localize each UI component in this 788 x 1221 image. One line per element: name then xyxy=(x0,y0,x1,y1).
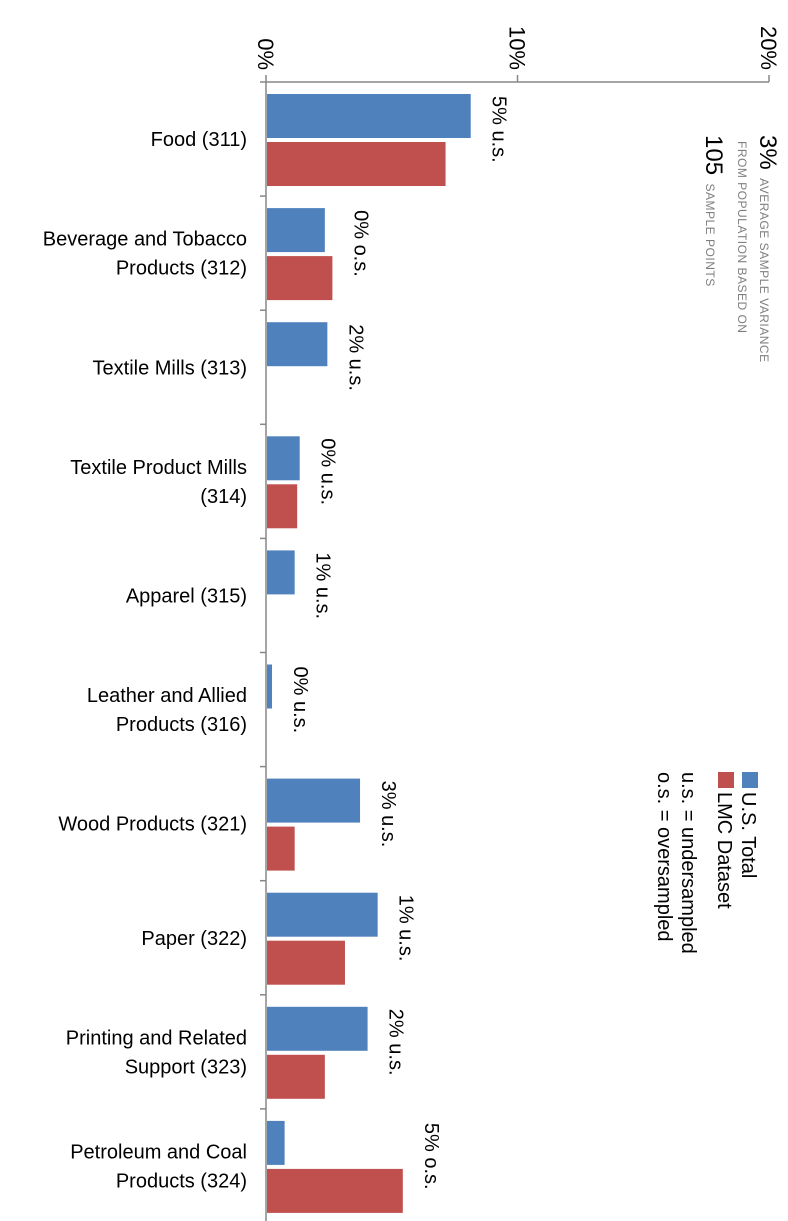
variance-value: 3% xyxy=(754,135,781,170)
svg-text:105 SAMPLE POINTS: 105 SAMPLE POINTS xyxy=(700,135,727,287)
category-label: Products (312) xyxy=(116,258,247,280)
category-label: Textile Product Mills xyxy=(70,457,247,479)
sample-text: SAMPLE POINTS xyxy=(703,184,717,287)
legend: U.S. Total LMC Dataset u.s. = undersampl… xyxy=(653,772,759,954)
summary-note: 3% AVERAGE SAMPLE VARIANCE FROM POPULATI… xyxy=(700,135,781,363)
category-label: Petroleum and Coal xyxy=(70,1141,247,1163)
bar-lmc-dataset xyxy=(267,1054,325,1099)
bar-us-total xyxy=(267,664,273,709)
bar-annotation: 5% o.s. xyxy=(420,1123,442,1190)
category-label: Textile Mills (313) xyxy=(93,357,247,379)
legend-swatch-lmc-dataset xyxy=(718,772,734,788)
bar-annotation: 3% u.s. xyxy=(377,781,399,848)
category-label: Products (316) xyxy=(116,714,247,736)
bar-annotation: 1% u.s. xyxy=(312,552,334,619)
bar-annotations: 5% u.s. 0% o.s. 2% u.s. 0% u.s. 1% u.s. 0% u.… xyxy=(289,96,510,1190)
bar-lmc-dataset xyxy=(267,256,333,301)
bar-us-total xyxy=(267,1120,285,1165)
bar-us-total xyxy=(267,550,295,595)
svg-text:3% AVERAGE SAMPLE VARIAN: 3% AVERAGE SAMPLE VARIANCE xyxy=(754,135,781,363)
category-label: Paper (322) xyxy=(141,928,247,950)
legend-label-lmc-dataset: LMC Dataset xyxy=(713,792,735,909)
category-label: Food (311) xyxy=(151,129,247,151)
bar-annotation: 2% u.s. xyxy=(344,324,366,391)
bar-lmc-dataset xyxy=(267,142,446,186)
bar-annotation: 1% u.s. xyxy=(395,895,417,962)
bar-lmc-dataset xyxy=(267,826,295,871)
bar-annotation: 0% u.s. xyxy=(317,438,339,505)
variance-text: AVERAGE SAMPLE VARIANCE xyxy=(757,178,771,362)
legend-swatch-us-total xyxy=(742,772,758,788)
bar-annotation: 2% u.s. xyxy=(385,1009,407,1076)
legend-label-us-total: U.S. Total xyxy=(737,792,759,878)
x-tick-label: 10% xyxy=(505,26,530,70)
category-labels: Food (311) Beverage and Tobacco Products (… xyxy=(43,129,247,1192)
bar-annotation: 0% o.s. xyxy=(349,210,371,277)
bar-us-total xyxy=(267,94,471,138)
x-tick-label: 0% xyxy=(253,38,278,70)
category-label: Wood Products (321) xyxy=(58,814,247,836)
legend-note-undersampled: u.s. = undersampled xyxy=(677,772,699,954)
x-tick-label: 20% xyxy=(756,26,781,70)
category-label: (314) xyxy=(200,486,247,508)
bar-us-total xyxy=(267,778,361,823)
variance-text-2: FROM POPULATION BASED ON xyxy=(735,141,749,333)
category-label: Printing and Related xyxy=(66,1027,247,1049)
bar-annotation: 0% u.s. xyxy=(289,667,311,734)
category-label: Apparel (315) xyxy=(126,585,247,607)
category-label: Beverage and Tobacco xyxy=(43,229,247,251)
bar-us-total xyxy=(267,208,325,253)
bar-lmc-dataset xyxy=(267,484,298,529)
sample-value: 105 xyxy=(700,135,727,175)
bar-lmc-dataset xyxy=(267,1168,403,1213)
bar-us-total xyxy=(267,892,378,937)
category-label: Products (324) xyxy=(116,1170,247,1192)
chart-axes: 0% 10% 20% xyxy=(253,26,781,1221)
bar-us-total xyxy=(267,322,328,367)
bar-annotation: 5% u.s. xyxy=(488,96,510,163)
bar-lmc-dataset xyxy=(267,940,345,985)
legend-note-oversampled: o.s. = oversampled xyxy=(653,772,675,942)
bar-us-total xyxy=(267,1006,368,1051)
category-label: Support (323) xyxy=(125,1056,247,1078)
bar-us-total xyxy=(267,436,300,481)
chart-bars xyxy=(267,94,471,1213)
category-label: Leather and Allied xyxy=(87,685,247,707)
